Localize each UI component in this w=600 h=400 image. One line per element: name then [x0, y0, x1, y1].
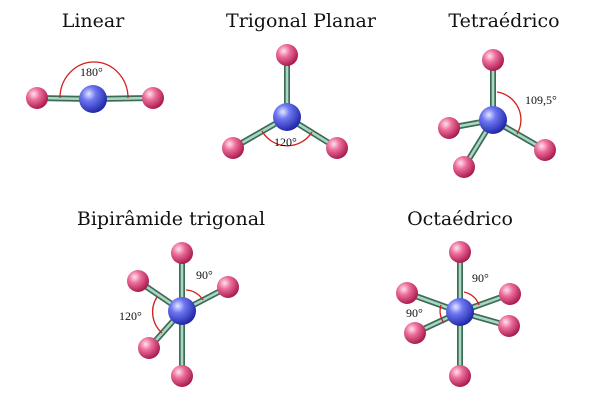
geometry-trigonal-planar: Trigonal Planar 120°: [222, 10, 377, 159]
outer-atom: [138, 337, 160, 359]
angle-arc-90-bipyramidal: [185, 289, 204, 301]
outer-atom: [534, 139, 556, 161]
angle-label-linear: 180°: [80, 65, 103, 79]
angle-arc-trigonal-planar: [261, 130, 313, 147]
outer-atom: [396, 282, 418, 304]
outer-atom: [326, 137, 348, 159]
outer-atom: [438, 117, 460, 139]
outer-atom: [499, 283, 521, 305]
geometry-linear: Linear 180°: [26, 10, 164, 113]
outer-atom: [217, 276, 239, 298]
outer-atom: [142, 87, 164, 109]
angle-arc-linear: [59, 61, 129, 99]
angle-arc-90-octahedral-top: [463, 291, 480, 306]
angle-arc-tetrahedral: [496, 91, 522, 135]
title-linear: Linear: [62, 10, 126, 32]
title-trigonal-planar: Trigonal Planar: [226, 10, 377, 32]
geometry-octahedral: Octaédrico 90° 90°: [396, 208, 521, 387]
outer-atom: [449, 365, 471, 387]
title-tetrahedral: Tetraédrico: [448, 10, 559, 32]
outer-atom: [449, 241, 471, 263]
angle-label-90-bipyramidal: 90°: [196, 268, 213, 282]
geometry-trigonal-bipyramidal: Bipirâmide trigonal 90° 120°: [77, 208, 265, 387]
angle-arc-120-bipyramidal: [151, 296, 163, 334]
central-atom: [79, 85, 107, 113]
outer-atom: [276, 44, 298, 66]
outer-atom: [482, 49, 504, 71]
outer-atom: [404, 322, 426, 344]
central-atom: [168, 297, 196, 325]
outer-atom: [127, 270, 149, 292]
angle-label-trigonal-planar: 120°: [274, 135, 297, 149]
angle-arc-90-octahedral-left: [439, 304, 445, 324]
title-trigonal-bipyramidal: Bipirâmide trigonal: [77, 208, 265, 230]
title-octahedral: Octaédrico: [407, 208, 513, 230]
outer-atom: [26, 87, 48, 109]
angle-label-tetrahedral: 109,5°: [525, 93, 557, 107]
angle-label-90-octahedral-left: 90°: [406, 306, 423, 320]
outer-atom: [498, 315, 520, 337]
central-atom: [479, 106, 507, 134]
outer-atom: [222, 137, 244, 159]
central-atom: [273, 103, 301, 131]
angle-label-120-bipyramidal: 120°: [119, 309, 142, 323]
geometry-tetrahedral: Tetraédrico 109,5°: [438, 10, 560, 178]
outer-atom: [453, 156, 475, 178]
central-atom: [446, 298, 474, 326]
outer-atom: [171, 365, 193, 387]
angle-label-90-octahedral-top: 90°: [472, 271, 489, 285]
outer-atom: [171, 242, 193, 264]
